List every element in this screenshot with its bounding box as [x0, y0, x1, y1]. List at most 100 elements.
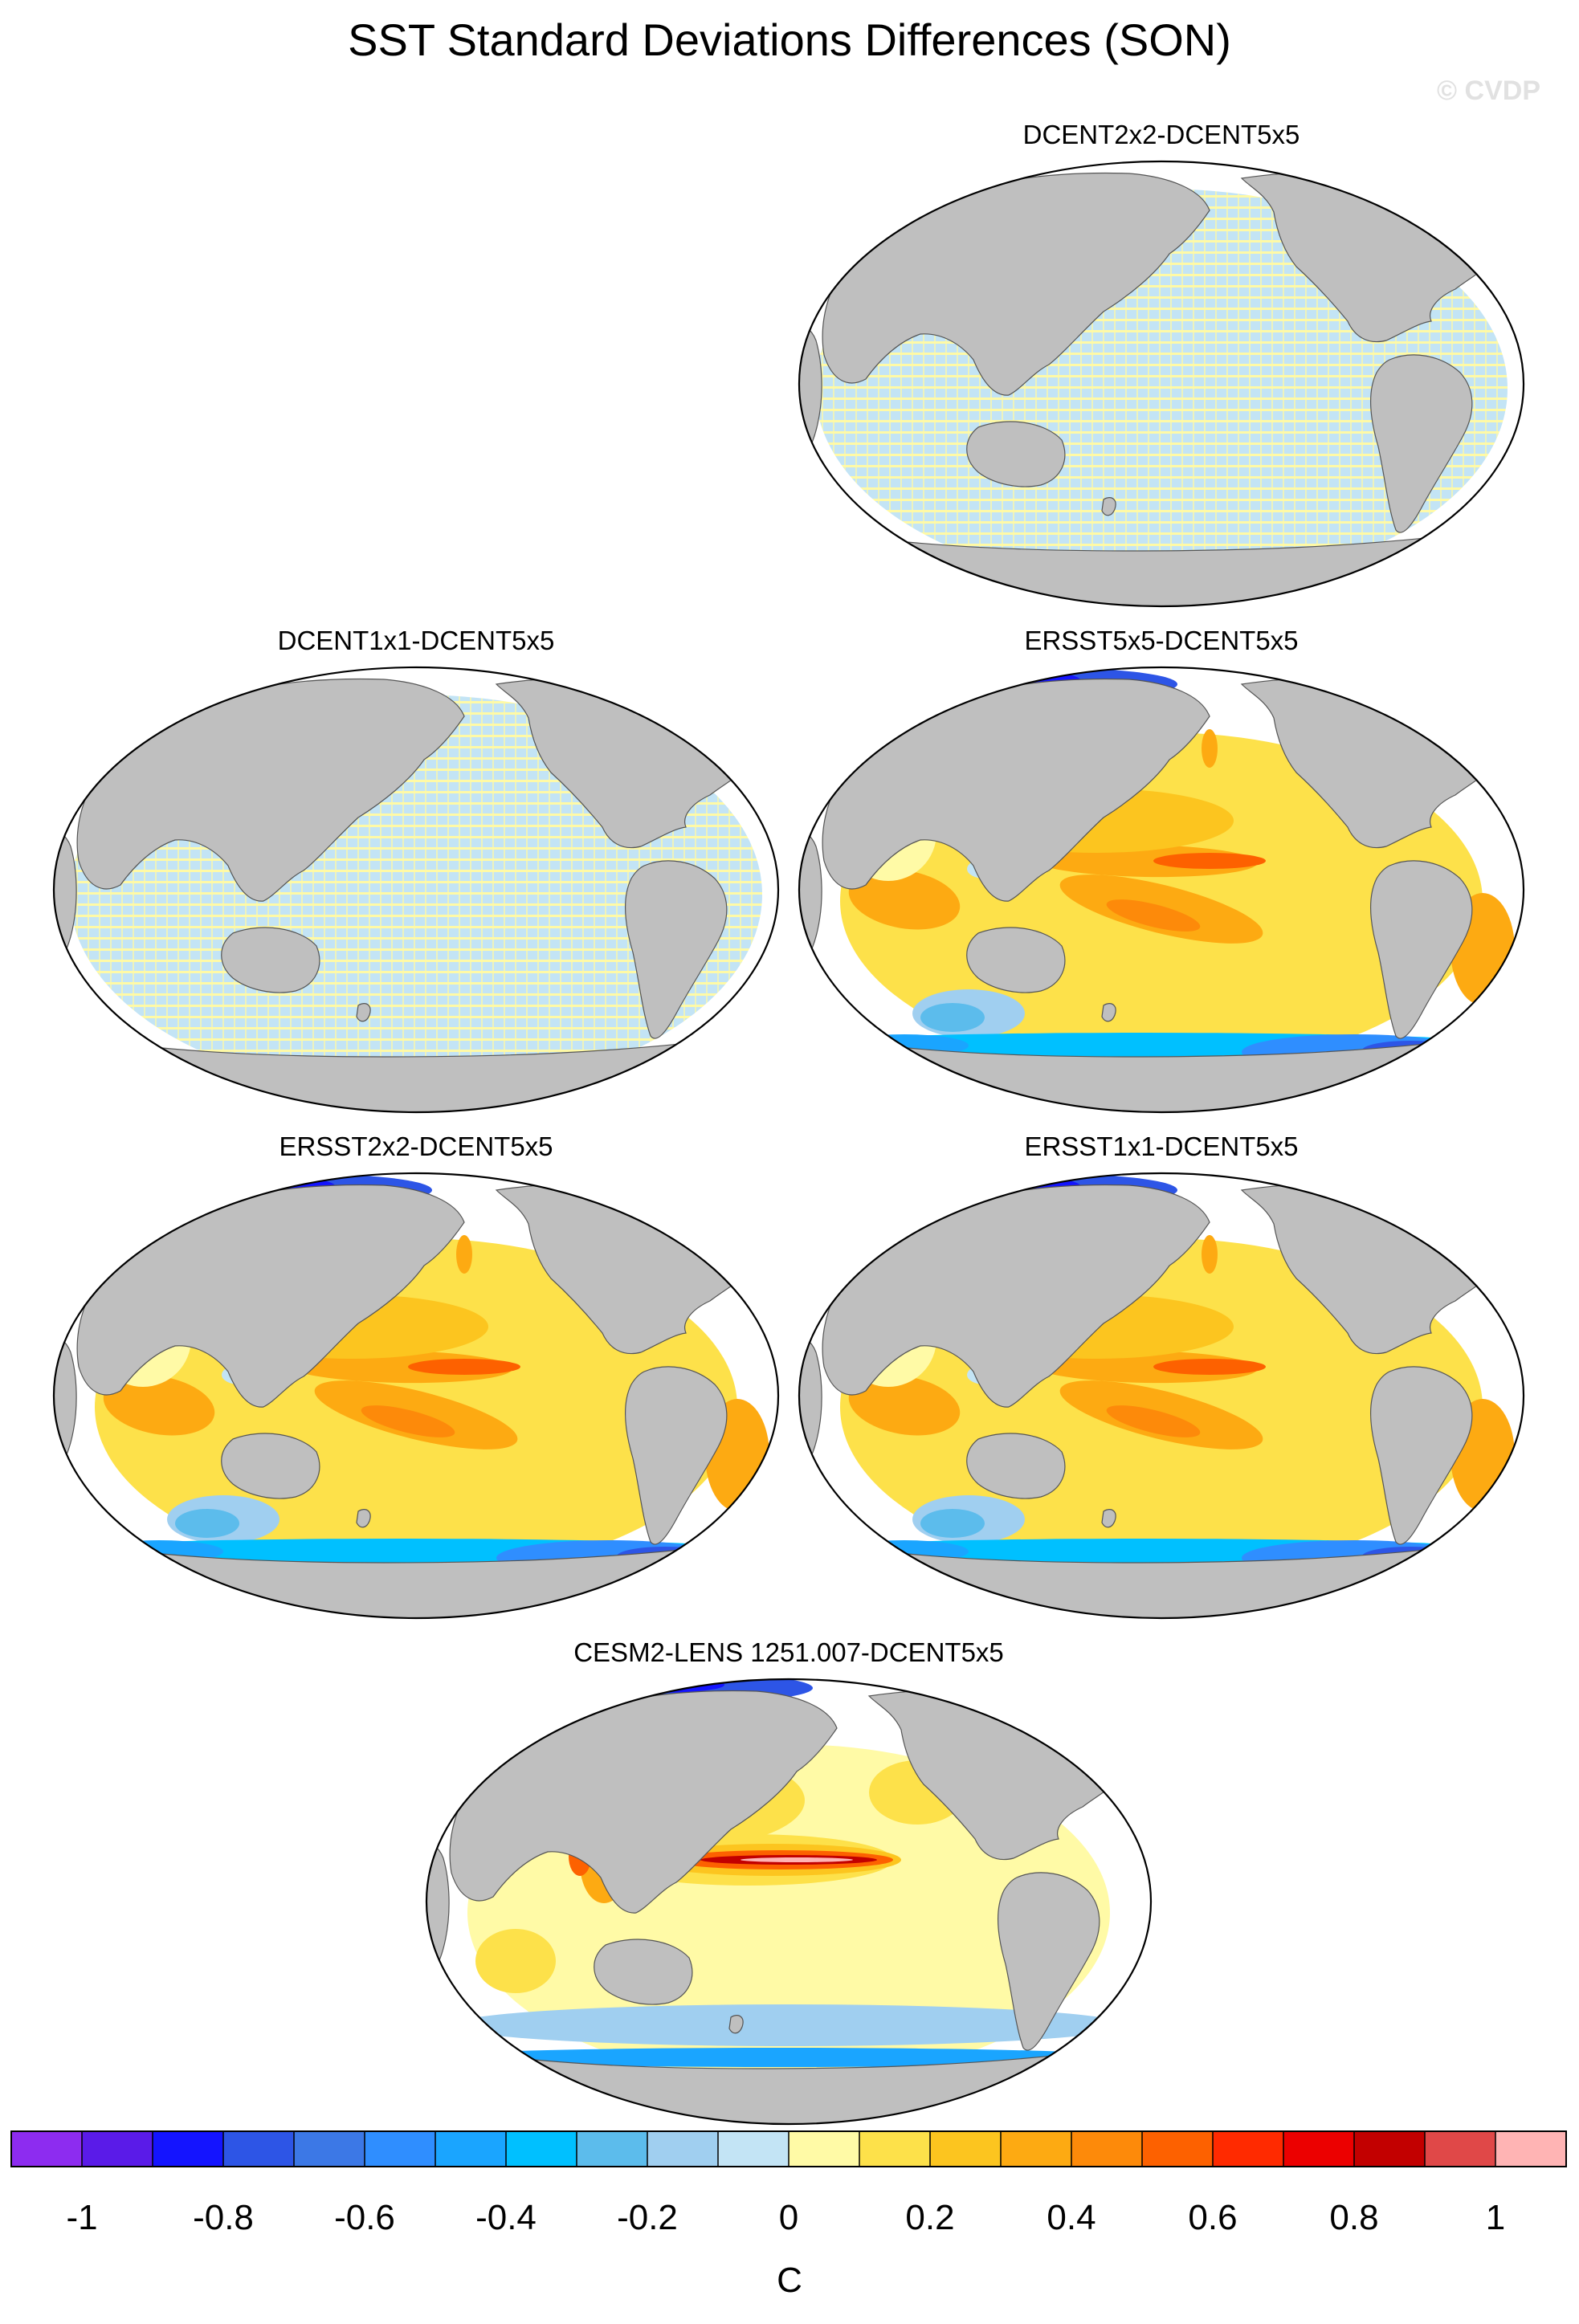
panel-title: DCENT1x1-DCENT5x5	[277, 626, 555, 655]
landmass-new-zealand	[356, 1509, 371, 1528]
sst-anomaly-patch	[741, 1857, 853, 1862]
sst-anomaly-patch	[961, 1176, 1009, 1192]
colorbar-swatch	[1425, 2131, 1496, 2167]
sst-anomaly-patch	[175, 1509, 239, 1538]
colorbar-swatch	[506, 2131, 577, 2167]
sst-anomaly-patch	[1153, 1359, 1266, 1375]
sst-anomaly-patch	[456, 1235, 472, 1274]
map-panel-cesm2-lens: CESM2-LENS 1251.007-DCENT5x5	[419, 1637, 1158, 2131]
sst-anomaly-patch	[848, 1375, 961, 1436]
sst-anomaly-patch	[427, 2048, 1134, 2067]
sst-anomaly-patch	[1106, 1405, 1201, 1437]
panel-title: ERSST5x5-DCENT5x5	[1024, 626, 1299, 655]
map-panel-ersst2x2: ERSST2x2-DCENT5x5	[47, 1131, 785, 1625]
sst-anomaly-patch	[361, 1405, 455, 1437]
colorbar-swatch	[930, 2131, 1002, 2167]
colorbar-tick-label: 0.6	[1188, 2198, 1237, 2237]
landmass-australia	[966, 927, 1066, 993]
colorbar-swatch	[1142, 2131, 1214, 2167]
colorbar-border	[10, 2130, 1567, 2167]
colorbar-swatch	[82, 2131, 153, 2167]
colorbar-tick-label: -0.4	[475, 2198, 537, 2237]
colorbar-tick-label: 1	[1486, 2198, 1505, 2237]
map-outline	[425, 1678, 1153, 2126]
landmass-new-zealand	[1101, 1509, 1116, 1528]
landmass-south-america	[1370, 860, 1473, 1039]
landmass-australia	[221, 1433, 320, 1499]
map-outline	[798, 160, 1525, 608]
colorbar-tick-label: 0.8	[1329, 2198, 1378, 2237]
map-outline	[52, 1172, 780, 1620]
colorbar-tick-label: -0.2	[617, 2198, 678, 2237]
landmass-south-america	[625, 1366, 728, 1545]
map-outline	[52, 666, 780, 1114]
robinson-map	[798, 160, 1525, 608]
sst-anomaly-patch	[475, 1929, 556, 1993]
colorbar-swatch	[365, 2131, 436, 2167]
colorbar-tick-label: 0.2	[905, 2198, 954, 2237]
colorbar-swatch	[223, 2131, 295, 2167]
landmass-australia	[221, 927, 320, 993]
colorbar-swatch	[1283, 2131, 1355, 2167]
robinson-map	[425, 1678, 1153, 2126]
colorbar-swatch	[1213, 2131, 1284, 2167]
landmass-south-america	[1370, 354, 1473, 533]
landmass-south-america	[625, 860, 728, 1039]
map-outline	[798, 1172, 1525, 1620]
colorbar-swatch	[1001, 2131, 1072, 2167]
colorbar-swatch	[11, 2131, 83, 2167]
sst-anomaly-patch	[572, 1905, 684, 1940]
sst-anomaly-patch	[1202, 1235, 1218, 1274]
sst-anomaly-patch	[103, 1375, 215, 1436]
landmass-greenland	[1440, 679, 1508, 725]
land-masses	[54, 677, 762, 1112]
colorbar-swatch	[1354, 2131, 1426, 2167]
colorbar-tick-label: 0	[779, 2198, 798, 2237]
sst-anomaly-patch	[920, 1003, 985, 1032]
landmass-australia	[594, 1939, 693, 2005]
cvdp-watermark: © CVDP	[1437, 75, 1540, 106]
map-panel-dcent2x2: DCENT2x2-DCENT5x5	[792, 119, 1531, 614]
sst-anomaly-patch	[451, 2004, 1126, 2046]
landmass-new-zealand	[356, 1003, 371, 1022]
landmass-greenland	[1067, 1691, 1135, 1737]
landmass-australia	[966, 1433, 1066, 1499]
colorbar-tick-label: -1	[66, 2198, 97, 2237]
landmass-new-zealand	[1101, 1003, 1116, 1022]
panel-title: ERSST2x2-DCENT5x5	[279, 1131, 553, 1161]
landmass-greenland	[1440, 1185, 1508, 1231]
sst-anomaly-patch	[215, 1176, 263, 1192]
sst-anomaly-patch	[920, 1509, 985, 1538]
sst-anomaly-patch	[1202, 729, 1218, 768]
robinson-map	[798, 1172, 1525, 1620]
colorbar-swatch	[859, 2131, 931, 2167]
sst-anomaly-patch	[408, 1359, 520, 1375]
colorbar: -1 -0.8 -0.6 -0.4 -0.2 0 0.2 0.4 0.6 0.8 1	[10, 2130, 1567, 2237]
landmass-greenland	[695, 1185, 762, 1231]
robinson-map	[52, 1172, 780, 1620]
sst-anomaly-patch	[848, 869, 961, 930]
colorbar-swatch	[647, 2131, 719, 2167]
landmass-new-zealand	[1101, 497, 1116, 516]
panel-title: ERSST1x1-DCENT5x5	[1024, 1131, 1299, 1161]
landmass-greenland	[1440, 173, 1508, 219]
figure-title: SST Standard Deviations Differences (SON…	[348, 14, 1231, 65]
colorbar-swatch	[718, 2131, 790, 2167]
robinson-map	[52, 666, 780, 1114]
colorbar-tick-label: 0.4	[1047, 2198, 1096, 2237]
colorbar-swatch	[294, 2131, 365, 2167]
landmass-greenland	[695, 679, 762, 725]
colorbar-swatch	[435, 2131, 507, 2167]
colorbar-swatch	[577, 2131, 648, 2167]
map-panel-ersst1x1: ERSST1x1-DCENT5x5	[792, 1131, 1531, 1625]
map-outline	[798, 666, 1525, 1114]
colorbar-tick-label: -0.8	[193, 2198, 254, 2237]
sst-anomaly-patch	[961, 670, 1009, 686]
colorbar-swatch	[153, 2131, 224, 2167]
landmass-australia	[966, 421, 1066, 487]
sst-anomaly-patch	[1106, 899, 1201, 932]
panel-title: CESM2-LENS 1251.007-DCENT5x5	[573, 1637, 1004, 1667]
robinson-map	[798, 666, 1525, 1114]
colorbar-swatch	[789, 2131, 860, 2167]
colorbar-swatch	[1071, 2131, 1143, 2167]
